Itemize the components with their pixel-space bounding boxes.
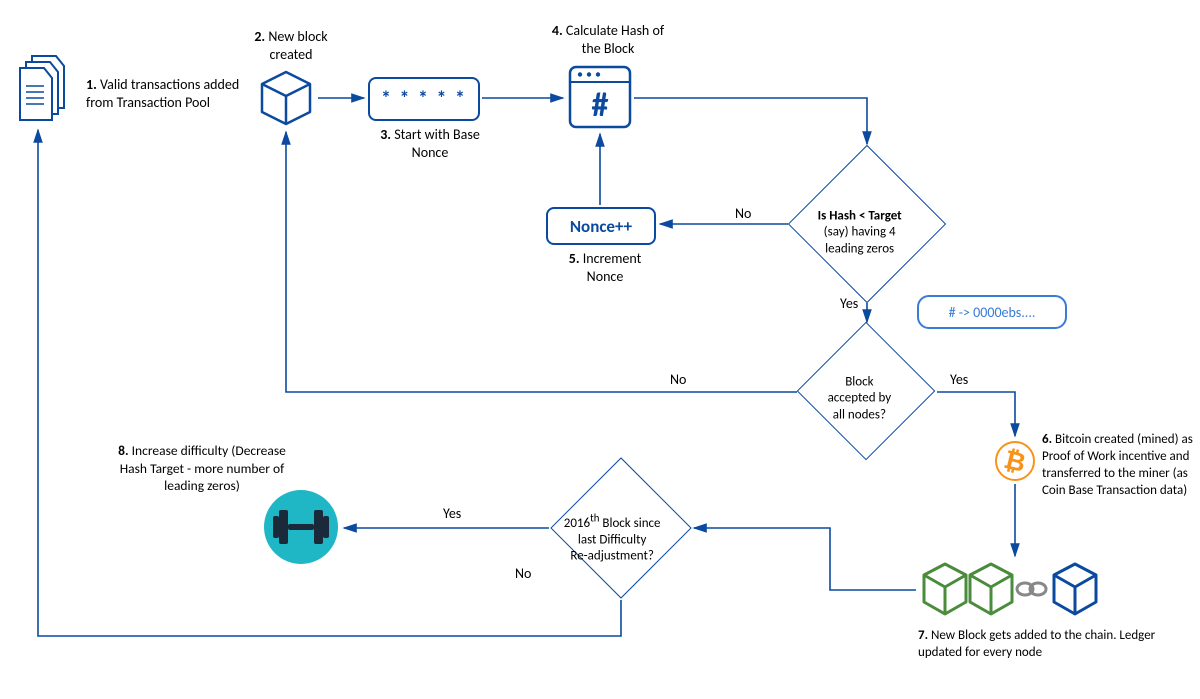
step1-label: 1. Valid transactions added from Transac… <box>86 76 250 112</box>
difficulty-icon <box>262 488 340 566</box>
step7-num: 7. <box>918 628 928 643</box>
step8-text: Increase difficulty (Decrease Hash Targe… <box>120 442 286 494</box>
d2-line2: accepted by <box>828 391 892 406</box>
edge-no2: No <box>670 371 686 389</box>
blockchain-icon <box>920 560 1120 622</box>
step1-num: 1. <box>86 76 97 93</box>
step2-label: 2. New block created <box>236 28 346 64</box>
step7-text: New Block gets added to the chain. Ledge… <box>918 628 1155 660</box>
bitcoin-icon: ₿ <box>994 440 1036 482</box>
diamond-hash-target: Is Hash < Target (say) having 4 leading … <box>788 145 946 303</box>
d1-line2: (say) having 4 <box>824 225 896 240</box>
step3-label: 3. Start with Base Nonce <box>380 126 480 162</box>
edge-yes3: Yes <box>443 505 461 523</box>
diamond-difficulty-adjust: 2016th Block since last Difficulty Re-ad… <box>550 457 691 598</box>
step7-label: 7. New Block gets added to the chain. Le… <box>918 628 1176 662</box>
nonce-inc-text: Nonce++ <box>570 216 632 237</box>
documents-icon <box>14 54 72 126</box>
step8-num: 8. <box>118 442 128 459</box>
step1-text: Valid transactions added from Transactio… <box>86 76 239 111</box>
step3-num: 3. <box>380 126 391 143</box>
step4-label: 4. Calculate Hash of the Block <box>543 22 673 58</box>
edge-no3: No <box>515 565 531 583</box>
step5-label: 5. Increment Nonce <box>560 250 650 286</box>
edge-no1: No <box>735 205 751 223</box>
step5-num: 5. <box>569 250 580 267</box>
step6-num: 6. <box>1042 432 1052 447</box>
nonce-base-text: * * * * * <box>381 87 467 111</box>
d1-line1: Is Hash < Target <box>818 208 902 223</box>
diamond-block-accepted: Block accepted by all nodes? <box>797 322 936 461</box>
d2-line3: all nodes? <box>833 407 886 422</box>
step6-text: Bitcoin created (mined) as Proof of Work… <box>1042 432 1193 498</box>
hash-example-text: # -> 0000ebs.... <box>949 304 1036 321</box>
d3-line2: last Difficulty <box>578 532 646 547</box>
d3-sup: th <box>590 512 599 525</box>
d3-line3: Re-adjustment? <box>570 549 654 564</box>
d2-line1: Block <box>845 375 873 390</box>
edge-yes1: Yes <box>840 295 858 313</box>
nonce-inc-box: Nonce++ <box>546 207 656 245</box>
cube-icon <box>256 68 316 128</box>
step2-text: New block created <box>268 28 327 63</box>
step4-num: 4. <box>552 22 563 39</box>
nonce-base-box: * * * * * <box>368 77 480 121</box>
svg-text:₿: ₿ <box>1001 444 1029 478</box>
hash-block-icon: # <box>567 64 633 130</box>
edge-yes2: Yes <box>950 371 968 389</box>
d3-line1b: Block since <box>599 516 660 531</box>
step5-text: Increment Nonce <box>583 250 642 285</box>
d1-line3: leading zeros <box>825 241 894 256</box>
step2-num: 2. <box>254 28 265 45</box>
hash-example-box: # -> 0000ebs.... <box>917 295 1067 329</box>
step3-text: Start with Base Nonce <box>394 126 480 161</box>
step8-label: 8. Increase difficulty (Decrease Hash Ta… <box>106 442 298 495</box>
step4-text: Calculate Hash of the Block <box>566 22 664 57</box>
svg-text:#: # <box>592 85 609 126</box>
step6-label: 6. Bitcoin created (mined) as Proof of W… <box>1042 432 1200 500</box>
d3-line1a: 2016 <box>564 516 590 531</box>
